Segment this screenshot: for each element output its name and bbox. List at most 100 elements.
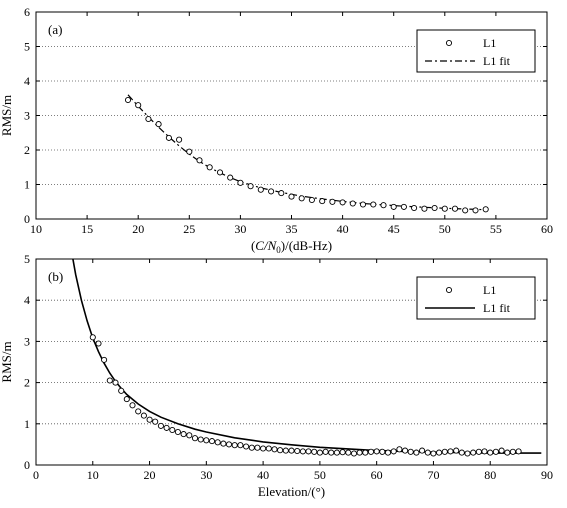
legend-label: L1 fit [483, 301, 511, 315]
legend-box [416, 29, 536, 73]
data-point [288, 193, 295, 200]
data-point [458, 449, 465, 456]
data-point [208, 438, 216, 445]
legend-marker-icon [445, 39, 453, 47]
data-point [380, 202, 387, 209]
gridlines [36, 299, 547, 425]
data-point [180, 431, 187, 438]
y-ticks: 0 1 2 3 4 5 6 [24, 5, 547, 226]
plot-area [35, 258, 548, 466]
data-point [400, 203, 407, 210]
data-point [311, 448, 318, 455]
y-tick-label: 0 [24, 212, 30, 226]
data-point [277, 447, 284, 454]
data-point [146, 416, 153, 423]
data-point [421, 205, 428, 212]
x-tick-label: 60 [541, 222, 553, 236]
chart-panel-b: 0 10 20 30 40 50 60 70 80 90 0 1 2 3 4 5 (b) Elevation… [0, 252, 553, 499]
data-point [294, 447, 301, 455]
data-point [220, 440, 227, 447]
x-ticks: 10 15 20 25 30 35 40 45 50 55 60 [30, 12, 553, 236]
data-point [451, 205, 459, 212]
data-point [339, 199, 346, 206]
data-point [260, 445, 267, 452]
data-point [370, 201, 377, 208]
data-point [101, 356, 108, 363]
y-axis-label: RMS/m [0, 341, 14, 382]
x-ticks: 0 10 20 30 40 50 60 70 80 90 [33, 259, 553, 482]
data-point [430, 450, 437, 457]
data-point [157, 422, 164, 429]
data-point [174, 428, 181, 436]
data-point [268, 188, 275, 195]
data-point [319, 198, 326, 205]
data-point [515, 448, 522, 455]
data-point [155, 121, 162, 128]
y-tick-label: 0 [24, 458, 30, 472]
x-tick-label: 35 [286, 222, 298, 236]
data-point [492, 448, 499, 455]
data-point [163, 424, 170, 431]
fit-line [127, 94, 486, 211]
data-point [464, 450, 471, 457]
data-point [231, 442, 238, 449]
data-point [89, 334, 96, 341]
y-ticks: 0 1 2 3 4 5 [24, 252, 547, 472]
x-axis-label: Elevation/(°) [258, 484, 325, 499]
x-tick-label: 80 [484, 468, 496, 482]
data-point [197, 436, 204, 443]
data-point [379, 448, 386, 455]
data-markers [89, 334, 522, 457]
data-point [402, 447, 409, 454]
data-point [441, 205, 448, 212]
x-tick-label: 20 [132, 222, 144, 236]
x-tick-label: 90 [541, 468, 553, 482]
x-tick-label: 60 [371, 468, 383, 482]
legend-box [416, 276, 536, 320]
data-point [407, 448, 414, 455]
data-point [282, 447, 289, 454]
legend-label: L1 [483, 36, 496, 50]
y-tick-label: 5 [24, 252, 30, 266]
y-tick-label: 5 [24, 40, 30, 54]
data-point [504, 449, 511, 456]
y-tick-label: 3 [24, 334, 30, 348]
legend-label: L1 fit [483, 54, 511, 68]
legend-label: L1 [483, 283, 496, 297]
data-point [390, 448, 397, 455]
x-tick-label: 55 [490, 222, 502, 236]
data-point [257, 186, 264, 193]
data-point [441, 448, 448, 455]
data-point [135, 408, 142, 415]
data-point [288, 447, 295, 454]
x-tick-label: 20 [144, 468, 156, 482]
x-tick-label: 30 [234, 222, 246, 236]
data-point [345, 449, 352, 456]
data-point [176, 136, 183, 143]
data-point [206, 164, 213, 171]
data-point [106, 377, 113, 384]
data-point [390, 203, 397, 210]
data-point [227, 174, 234, 181]
x-tick-label: 40 [257, 468, 269, 482]
x-tick-label: 70 [427, 468, 439, 482]
x-axis-label: (C/N0)/(dB-Hz) [251, 238, 332, 255]
data-point [214, 439, 221, 446]
data-point [362, 449, 369, 456]
x-tick-label: 15 [81, 222, 93, 236]
x-tick-label: 45 [388, 222, 400, 236]
data-point [124, 96, 132, 104]
data-point [447, 448, 454, 455]
data-point [356, 449, 363, 456]
y-tick-label: 3 [24, 109, 30, 123]
data-point [316, 449, 323, 456]
y-tick-label: 2 [24, 376, 30, 390]
data-point [123, 396, 130, 403]
legend: L1 L1 fit [416, 276, 536, 320]
fit-curve [127, 94, 486, 211]
data-point [305, 448, 312, 455]
data-point [350, 450, 358, 457]
data-point [453, 447, 460, 454]
data-point [145, 115, 152, 123]
